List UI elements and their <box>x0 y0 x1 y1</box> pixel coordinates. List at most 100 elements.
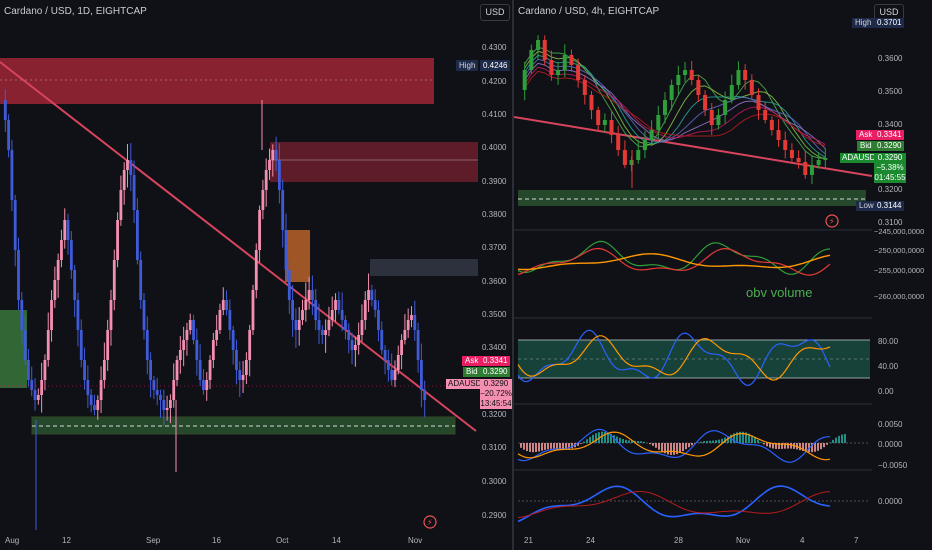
candle-body <box>327 320 331 330</box>
bar-countdown: 01:45:55 <box>874 173 906 182</box>
macd-histogram-bar <box>736 432 738 443</box>
candle-body <box>662 100 667 115</box>
price-tick-label: 0.4200 <box>482 77 507 86</box>
candle-body <box>562 55 567 70</box>
time-axis[interactable]: 21 24 28 Nov 4 7 <box>524 536 859 545</box>
candle-body <box>119 190 123 220</box>
candle-body <box>251 290 255 330</box>
time-axis[interactable]: Aug 12 Sep 16 Oct 14 Nov <box>5 536 422 545</box>
candle-body <box>281 190 285 230</box>
candle-body <box>36 395 40 400</box>
symbol-label: ADAUSD <box>840 153 878 163</box>
macd-histogram-bar <box>790 443 792 449</box>
daily-chart-pane[interactable]: 0.4300 0.4200 0.4100 0.4000 0.3900 0.3800 0.37… <box>0 0 512 550</box>
candle-body <box>803 162 808 175</box>
macd-histogram-bar <box>820 443 822 450</box>
candle-body <box>202 380 205 390</box>
candle-body <box>149 360 153 380</box>
currency-button[interactable]: USD <box>480 4 510 21</box>
macd-histogram-bar <box>712 440 714 443</box>
time-tick-label: Nov <box>736 536 750 545</box>
candle-body <box>132 175 136 210</box>
price-tick-label: 0.3000 <box>482 477 507 486</box>
candle-body <box>145 330 149 360</box>
descending-trendline[interactable] <box>0 61 477 432</box>
time-tick-label: 4 <box>800 536 805 545</box>
time-tick-label: 14 <box>332 536 341 545</box>
obv-indicator <box>517 240 831 276</box>
candle-body <box>10 150 14 200</box>
macd-histogram-bar <box>802 443 804 451</box>
candle-body <box>60 240 63 260</box>
macd-histogram-bar <box>766 443 768 447</box>
4h-chart[interactable]: obv volume 0.3600 0.3500 0.3400 0.3200 0.310… <box>514 0 932 550</box>
macd-histogram-bar <box>718 439 720 443</box>
time-tick-label: Oct <box>276 536 289 545</box>
price-axis[interactable]: 0.3600 0.3500 0.3400 0.3200 0.3100−245,000,0… <box>874 54 924 506</box>
candle-body <box>277 160 281 190</box>
candle-body <box>116 220 119 260</box>
candle-body <box>410 315 413 320</box>
candle-body <box>73 270 77 300</box>
price-axis[interactable]: 0.4300 0.4200 0.4100 0.4000 0.3900 0.3800 0.37… <box>482 43 507 520</box>
macd-histogram-bar <box>541 443 543 451</box>
candle-body <box>669 85 674 100</box>
candle-body <box>89 395 93 405</box>
bid-label: Bid <box>463 367 481 377</box>
macd-histogram-bar <box>760 442 762 443</box>
macd-histogram-bar <box>577 443 579 446</box>
bid-value: 0.3290 <box>480 367 511 377</box>
macd-tick-label: 0.0050 <box>878 420 903 429</box>
candle-body <box>112 260 116 300</box>
candle-body <box>126 160 129 170</box>
macd-histogram-bar <box>520 443 522 448</box>
4h-chart-pane[interactable]: obv volume 0.3600 0.3500 0.3400 0.3200 0.310… <box>514 0 932 550</box>
candle-body <box>596 110 601 125</box>
macd-histogram-bar <box>616 436 618 443</box>
candle-body <box>823 158 828 160</box>
macd-histogram-bar <box>763 443 765 445</box>
alert-icon[interactable] <box>423 515 437 529</box>
candle-body <box>96 400 100 410</box>
candle-body <box>185 330 189 340</box>
obv-tick-label: −260,000,0000 <box>874 292 924 301</box>
macd-histogram-bar <box>688 443 690 448</box>
macd-histogram-bar <box>769 443 771 448</box>
candle-body <box>56 260 60 280</box>
candle-body <box>225 300 228 310</box>
candle-body <box>337 300 341 310</box>
candle-body <box>50 300 53 330</box>
candle-body <box>102 360 106 380</box>
price-tick-label: 0.4100 <box>482 110 507 119</box>
candle-body <box>320 330 324 335</box>
ask-value: 0.3341 <box>874 130 905 140</box>
candle-body <box>549 60 554 75</box>
high-value: 0.4246 <box>480 60 511 71</box>
candle-body <box>268 160 271 170</box>
daily-price-chart[interactable]: 0.4300 0.4200 0.4100 0.4000 0.3900 0.3800 0.37… <box>0 0 512 550</box>
macd-histogram-bar <box>526 443 528 452</box>
lightning-glyph: ⚡ <box>427 518 433 527</box>
candle-body <box>109 300 113 330</box>
macd-histogram-bar <box>535 443 537 453</box>
moving-average-line <box>524 46 826 159</box>
candle-body <box>403 330 407 340</box>
candle-body <box>393 370 397 380</box>
candle-body <box>211 340 215 360</box>
macd-histogram-bar <box>787 443 789 449</box>
macd-histogram-bar <box>529 443 531 452</box>
candle-body <box>386 360 390 370</box>
pane-divider[interactable] <box>512 0 514 550</box>
macd-histogram-bar <box>805 443 807 452</box>
macd-histogram-bar <box>673 443 675 455</box>
price-tick-label: 0.4300 <box>482 43 507 52</box>
moving-average-line <box>524 70 826 147</box>
alert-icon[interactable] <box>825 214 839 228</box>
macd-histogram-bar <box>733 433 735 443</box>
candle-body <box>139 260 143 300</box>
macd-histogram-bar <box>652 443 654 446</box>
macd-histogram-bar <box>727 436 729 443</box>
price-tick-label: 0.3600 <box>482 277 507 286</box>
candle-body <box>324 330 328 335</box>
supply-zone-upper <box>0 58 434 104</box>
